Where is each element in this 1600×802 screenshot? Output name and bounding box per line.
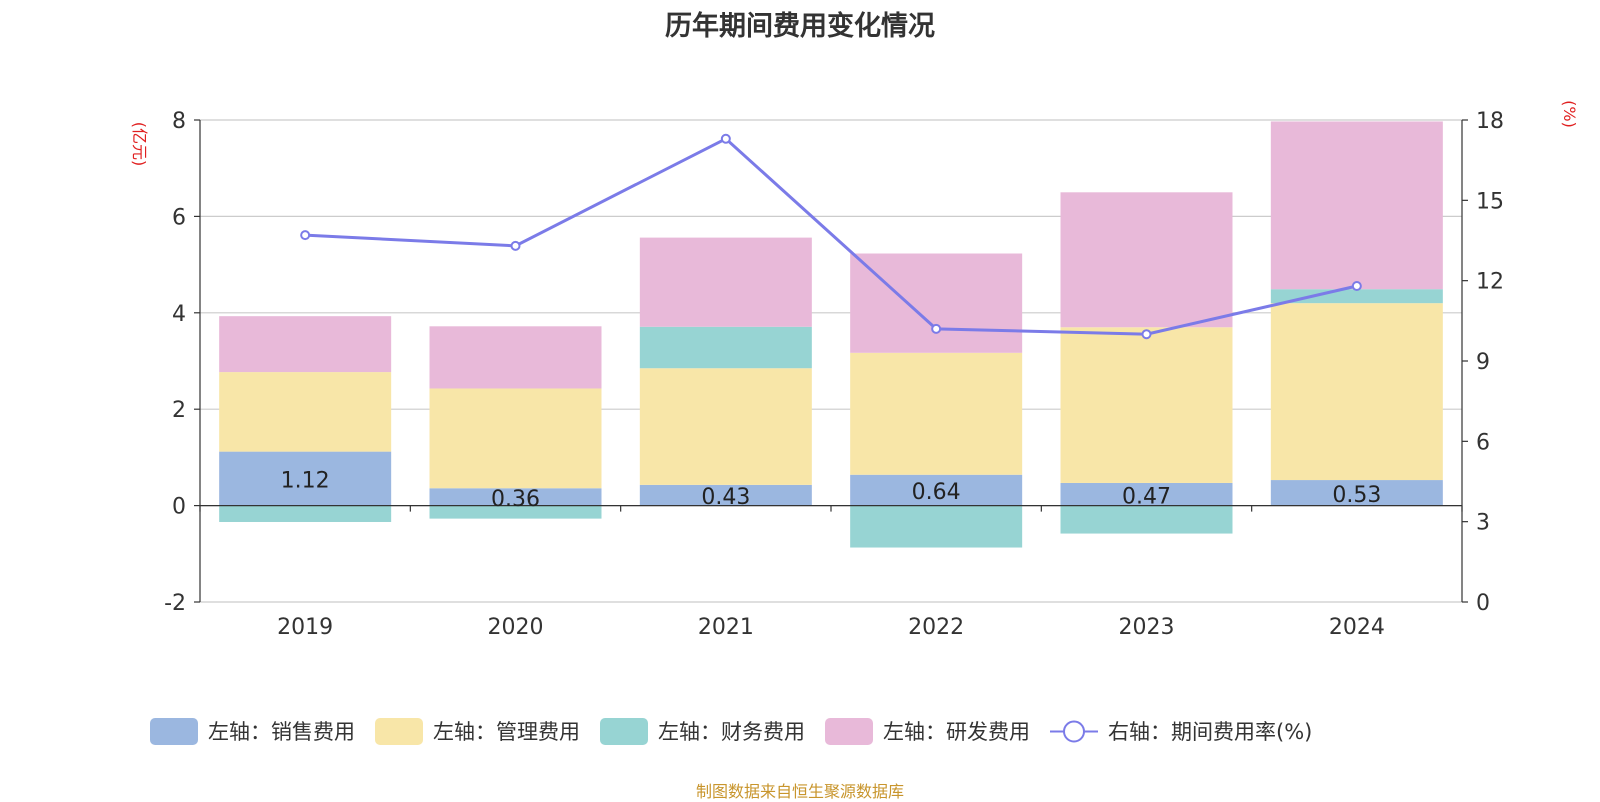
bar	[219, 451, 392, 506]
bar	[429, 505, 602, 519]
legend-label-admin: 左轴：管理费用	[433, 720, 580, 744]
right-tick-label: 0	[1476, 591, 1490, 616]
bar	[1270, 480, 1443, 506]
category-label: 2021	[698, 615, 754, 640]
rate-point	[931, 323, 942, 334]
rate-point	[1351, 281, 1362, 292]
bar	[639, 368, 812, 485]
bar	[1270, 289, 1443, 304]
legend-label-finance: 左轴：财务费用	[658, 720, 805, 744]
legend-swatch-sales	[150, 717, 198, 745]
bar-data-label: 0.47	[1122, 484, 1171, 509]
bar	[850, 352, 1023, 475]
bar	[1270, 121, 1443, 290]
left-tick-label: -2	[164, 591, 186, 616]
legend: 左轴：销售费用 左轴：管理费用 左轴：财务费用 左轴：研发费用 右轴：期间费用率…	[150, 716, 1332, 746]
bar	[639, 484, 812, 506]
data-labels: 1.12 0.36 0.43 0.64 0.47 0.53	[281, 469, 1382, 512]
rate-point	[510, 240, 521, 251]
legend-label-sales: 左轴：销售费用	[208, 720, 355, 744]
bar	[1060, 482, 1233, 506]
bar	[219, 372, 392, 452]
left-axis-unit: (亿元)	[130, 122, 149, 167]
category-label: 2022	[908, 615, 964, 640]
right-axis-unit: (%)	[1560, 100, 1579, 128]
right-tick-label: 9	[1476, 350, 1490, 375]
bar	[429, 388, 602, 489]
right-tick-label: 3	[1476, 511, 1490, 536]
bar	[1270, 303, 1443, 481]
bar	[1060, 327, 1233, 483]
legend-line-icon	[1050, 720, 1098, 742]
bar	[429, 488, 602, 506]
bar-data-label: 0.36	[491, 487, 540, 512]
legend-label-rate: 右轴：期间费用率(%)	[1108, 720, 1313, 744]
left-tick-label: 6	[172, 205, 186, 230]
rate-line	[305, 136, 1358, 336]
category-label: 2024	[1329, 615, 1385, 640]
rate-point	[300, 230, 311, 241]
bar-layer	[219, 121, 1443, 548]
source-note: 制图数据来自恒生聚源数据库	[695, 782, 904, 801]
category-label: 2023	[1119, 615, 1175, 640]
bar-data-label: 0.64	[912, 480, 961, 505]
bar	[219, 505, 392, 522]
legend-swatch-admin	[375, 717, 423, 745]
legend-label-rnd: 左轴：研发费用	[883, 720, 1030, 744]
right-tick-label: 18	[1476, 109, 1504, 134]
rate-line-layer	[300, 133, 1362, 340]
right-tick-label: 12	[1476, 270, 1504, 295]
bar-data-label: 1.12	[281, 469, 330, 494]
bar	[639, 237, 812, 327]
legend-item-finance[interactable]: 左轴：财务费用	[600, 716, 805, 746]
chart-title: 历年期间费用变化情况	[665, 11, 935, 42]
bar	[429, 326, 602, 389]
bar	[850, 474, 1023, 506]
legend-item-admin[interactable]: 左轴：管理费用	[375, 716, 580, 746]
legend-item-sales[interactable]: 左轴：销售费用	[150, 716, 355, 746]
axes: -2 0 2 4 6 8 0 3 6 9 12 15 18 (亿元) (%) 2019 2020 2021 2022…	[130, 100, 1579, 640]
left-tick-label: 2	[172, 398, 186, 423]
legend-item-rnd[interactable]: 左轴：研发费用	[825, 716, 1030, 746]
bar-data-label: 0.43	[701, 485, 750, 510]
right-tick-label: 15	[1476, 189, 1504, 214]
category-label: 2019	[277, 615, 333, 640]
left-tick-label: 0	[172, 495, 186, 520]
legend-item-rate[interactable]: 右轴：期间费用率(%)	[1050, 716, 1312, 746]
bar-data-label: 0.53	[1332, 483, 1381, 508]
left-tick-label: 8	[172, 109, 186, 134]
bar	[1060, 192, 1233, 328]
rate-point	[1141, 329, 1152, 340]
bar	[850, 253, 1023, 353]
rate-point	[720, 133, 731, 144]
left-tick-label: 4	[172, 302, 186, 327]
bar	[850, 505, 1023, 548]
bar	[639, 326, 812, 369]
legend-swatch-finance	[600, 717, 648, 745]
category-label: 2020	[488, 615, 544, 640]
right-tick-label: 6	[1476, 430, 1490, 455]
bar	[219, 316, 392, 373]
bar	[1060, 505, 1233, 534]
legend-swatch-rnd	[825, 717, 873, 745]
